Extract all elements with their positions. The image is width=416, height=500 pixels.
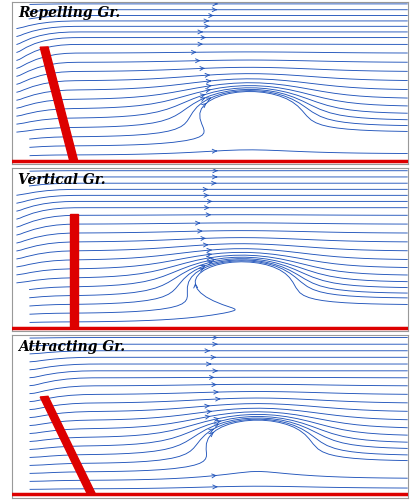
FancyArrowPatch shape <box>200 98 205 102</box>
FancyArrowPatch shape <box>212 8 216 12</box>
Text: Vertical Gr.: Vertical Gr. <box>18 173 106 187</box>
FancyArrowPatch shape <box>206 362 210 366</box>
FancyArrowPatch shape <box>206 88 210 92</box>
FancyArrowPatch shape <box>202 103 207 108</box>
FancyArrowPatch shape <box>203 188 207 192</box>
FancyArrowPatch shape <box>214 390 218 394</box>
FancyArrowPatch shape <box>207 252 211 256</box>
FancyArrowPatch shape <box>216 420 221 424</box>
FancyArrowPatch shape <box>201 36 205 40</box>
FancyArrowPatch shape <box>206 256 211 260</box>
FancyArrowPatch shape <box>207 248 211 252</box>
FancyArrowPatch shape <box>213 369 217 373</box>
FancyArrowPatch shape <box>206 80 210 83</box>
FancyArrowPatch shape <box>205 206 209 210</box>
FancyArrowPatch shape <box>196 221 200 225</box>
FancyArrowPatch shape <box>214 418 219 422</box>
FancyArrowPatch shape <box>198 42 202 46</box>
FancyArrowPatch shape <box>210 376 214 380</box>
FancyArrowPatch shape <box>198 30 202 34</box>
FancyArrowPatch shape <box>208 200 212 203</box>
FancyArrowPatch shape <box>206 98 210 102</box>
FancyArrowPatch shape <box>198 229 202 233</box>
Text: Attracting Gr.: Attracting Gr. <box>18 340 126 353</box>
FancyArrowPatch shape <box>214 424 218 428</box>
FancyArrowPatch shape <box>207 410 211 414</box>
FancyArrowPatch shape <box>201 236 205 240</box>
FancyArrowPatch shape <box>215 397 220 401</box>
FancyArrowPatch shape <box>213 336 217 340</box>
FancyArrowPatch shape <box>209 429 213 433</box>
FancyArrowPatch shape <box>213 175 217 179</box>
FancyArrowPatch shape <box>212 182 216 185</box>
FancyArrowPatch shape <box>213 169 217 172</box>
FancyArrowPatch shape <box>205 74 209 77</box>
FancyArrowPatch shape <box>212 382 216 386</box>
FancyArrowPatch shape <box>213 342 217 346</box>
FancyArrowPatch shape <box>212 150 216 153</box>
FancyArrowPatch shape <box>208 261 212 265</box>
FancyArrowPatch shape <box>211 356 215 359</box>
FancyArrowPatch shape <box>206 213 210 216</box>
FancyArrowPatch shape <box>196 59 200 62</box>
FancyArrowPatch shape <box>203 243 208 247</box>
FancyArrowPatch shape <box>205 415 210 419</box>
Polygon shape <box>70 214 78 328</box>
FancyArrowPatch shape <box>191 50 196 54</box>
FancyArrowPatch shape <box>201 266 205 269</box>
FancyArrowPatch shape <box>200 94 206 98</box>
FancyArrowPatch shape <box>194 284 198 288</box>
Polygon shape <box>40 47 78 161</box>
Polygon shape <box>40 396 95 494</box>
FancyArrowPatch shape <box>207 84 211 88</box>
FancyArrowPatch shape <box>199 268 204 272</box>
FancyArrowPatch shape <box>200 66 204 70</box>
Text: Repelling Gr.: Repelling Gr. <box>18 6 121 20</box>
FancyArrowPatch shape <box>205 349 209 352</box>
FancyArrowPatch shape <box>209 432 214 436</box>
FancyArrowPatch shape <box>205 24 209 28</box>
FancyArrowPatch shape <box>213 2 217 6</box>
FancyArrowPatch shape <box>204 19 208 23</box>
FancyArrowPatch shape <box>209 14 213 18</box>
FancyArrowPatch shape <box>213 485 217 489</box>
FancyArrowPatch shape <box>212 474 216 478</box>
FancyArrowPatch shape <box>204 194 208 198</box>
FancyArrowPatch shape <box>205 404 209 408</box>
FancyArrowPatch shape <box>210 258 215 262</box>
